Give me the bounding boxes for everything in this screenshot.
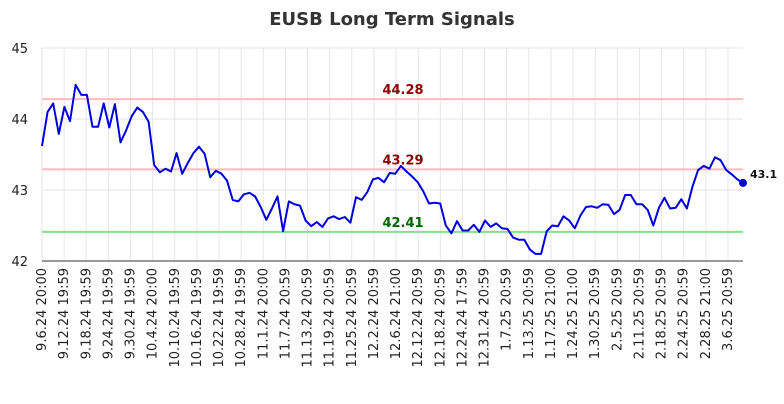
x-tick-label: 2.11.25 20:59 — [632, 268, 647, 359]
x-tick-label: 12.6.24 21:00 — [389, 268, 404, 359]
x-tick-label: 2.18.25 20:59 — [655, 268, 670, 359]
x-tick-label: 10.16.24 19:59 — [190, 268, 205, 368]
x-tick-label: 10.10.24 19:59 — [168, 268, 183, 368]
signal-label: 44.28 — [382, 83, 423, 98]
x-tick-label: 9.12.24 19:59 — [57, 268, 72, 359]
price-line — [41, 83, 744, 255]
x-tick-label: 1.24.25 21:00 — [566, 268, 581, 359]
x-tick-label: 12.31.24 20:59 — [478, 268, 493, 368]
y-tick-label: 44 — [11, 113, 28, 128]
x-tick-label: 10.4.24 20:00 — [146, 268, 161, 359]
x-tick-label: 11.7.24 20:59 — [278, 268, 293, 359]
hline-layer — [42, 98, 743, 233]
x-tick-label: 1.30.25 20:59 — [588, 268, 603, 359]
x-tick-label: 10.22.24 19:59 — [212, 268, 227, 368]
x-tick-label: 11.13.24 20:59 — [301, 268, 316, 368]
x-tick-label: 9.6.24 20:00 — [35, 268, 50, 351]
grid-layer — [41, 47, 743, 261]
x-tick-label: 12.18.24 20:59 — [433, 268, 448, 368]
x-tick-label: 9.18.24 19:59 — [79, 268, 94, 359]
x-tick-label: 3.6.25 20:59 — [721, 268, 736, 351]
y-tick-label: 43 — [11, 184, 28, 199]
label-layer: 44.28 43.29 42.41 43.1 — [382, 83, 777, 231]
x-tick-label: 1.13.25 20:59 — [522, 268, 537, 359]
x-tick-label: 12.12.24 20:59 — [411, 268, 426, 368]
x-tick-label: 11.19.24 20:59 — [323, 268, 338, 368]
x-tick-label: 9.30.24 19:59 — [124, 268, 139, 359]
last-point-marker — [739, 178, 747, 187]
x-tick-label: 2.28.25 21:00 — [699, 268, 714, 359]
x-tick-label: 9.24.24 19:59 — [101, 268, 116, 359]
signal-label: 42.41 — [382, 216, 423, 231]
series-layer — [41, 83, 747, 255]
axis-layer: 42 43 44 45 9.6.24 20:00 9.12.24 19:59 9.18.24… — [11, 42, 743, 368]
chart-title: EUSB Long Term Signals — [269, 9, 515, 30]
y-tick-label: 42 — [11, 255, 28, 270]
y-tick-label: 45 — [11, 42, 28, 57]
x-tick-label: 2.24.25 20:59 — [677, 268, 692, 359]
x-tick-label: 1.17.25 21:00 — [544, 268, 559, 359]
x-tick-label: 11.25.24 20:59 — [345, 268, 360, 368]
x-tick-label: 11.1.24 20:00 — [256, 268, 271, 359]
signal-label: 43.29 — [382, 153, 423, 168]
x-tick-label: 10.28.24 19:59 — [234, 268, 249, 368]
last-value-label: 43.1 — [750, 168, 777, 181]
x-tick-label: 12.2.24 20:59 — [367, 268, 382, 359]
x-tick-label: 12.24.24 17:59 — [455, 268, 470, 368]
x-tick-label: 2.5.25 20:59 — [610, 268, 625, 351]
x-tick-label: 1.7.25 20:59 — [500, 268, 515, 351]
